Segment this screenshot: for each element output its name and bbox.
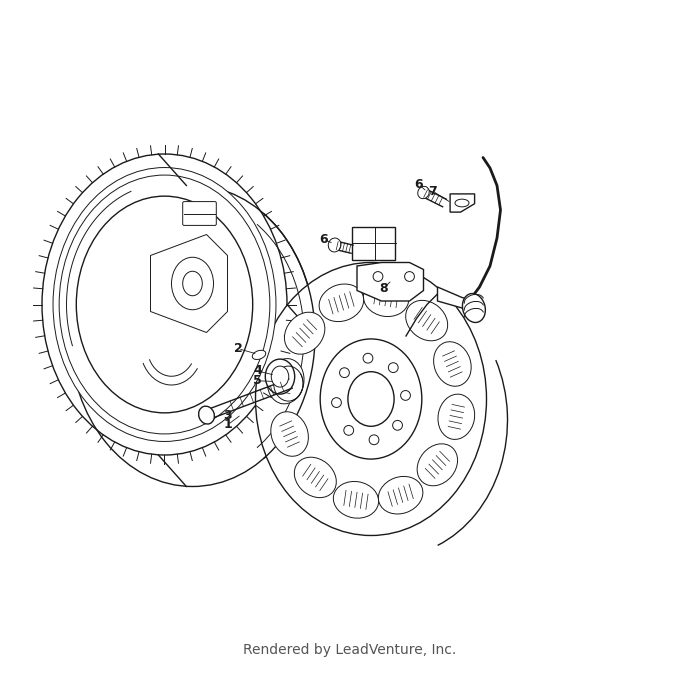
Ellipse shape (418, 186, 429, 199)
Ellipse shape (284, 312, 325, 354)
Ellipse shape (400, 391, 410, 400)
Text: 8: 8 (379, 282, 388, 295)
Text: 6: 6 (414, 178, 423, 190)
Ellipse shape (267, 358, 304, 404)
Text: 5: 5 (253, 374, 262, 387)
Ellipse shape (455, 199, 469, 207)
Ellipse shape (320, 339, 422, 459)
Ellipse shape (272, 366, 288, 387)
Polygon shape (357, 262, 424, 301)
Ellipse shape (59, 175, 270, 434)
Ellipse shape (265, 359, 295, 394)
Polygon shape (150, 234, 228, 332)
Ellipse shape (379, 477, 423, 514)
Ellipse shape (183, 271, 202, 295)
Ellipse shape (406, 300, 448, 341)
Ellipse shape (53, 167, 276, 442)
Ellipse shape (172, 258, 214, 309)
Text: Rendered by LeadVenture, Inc.: Rendered by LeadVenture, Inc. (244, 643, 456, 657)
Polygon shape (438, 287, 476, 312)
Ellipse shape (340, 368, 349, 377)
Text: 1: 1 (223, 419, 232, 431)
Ellipse shape (363, 354, 373, 363)
Ellipse shape (373, 272, 383, 281)
Ellipse shape (294, 457, 336, 498)
Ellipse shape (363, 280, 409, 316)
Text: 2: 2 (234, 342, 242, 355)
Text: 6: 6 (319, 233, 328, 246)
Ellipse shape (433, 342, 471, 386)
Polygon shape (450, 194, 475, 212)
Text: LEAD
VENTURE: LEAD VENTURE (235, 326, 395, 388)
Ellipse shape (348, 372, 394, 426)
Ellipse shape (393, 421, 402, 430)
Ellipse shape (271, 412, 309, 456)
FancyBboxPatch shape (183, 202, 216, 225)
Ellipse shape (438, 394, 475, 440)
Ellipse shape (405, 272, 414, 281)
Ellipse shape (333, 482, 379, 518)
Ellipse shape (252, 350, 266, 360)
Ellipse shape (199, 406, 214, 424)
Ellipse shape (328, 238, 341, 252)
Ellipse shape (417, 444, 458, 486)
Ellipse shape (344, 426, 354, 435)
Text: 4: 4 (253, 365, 262, 377)
FancyBboxPatch shape (352, 227, 396, 260)
Ellipse shape (369, 435, 379, 444)
Ellipse shape (42, 154, 287, 455)
Text: 3: 3 (223, 409, 232, 421)
Ellipse shape (389, 363, 398, 372)
Text: 7: 7 (428, 185, 437, 197)
Ellipse shape (463, 293, 485, 323)
Ellipse shape (256, 262, 486, 536)
Ellipse shape (319, 284, 363, 321)
Ellipse shape (332, 398, 342, 407)
Ellipse shape (76, 196, 253, 413)
